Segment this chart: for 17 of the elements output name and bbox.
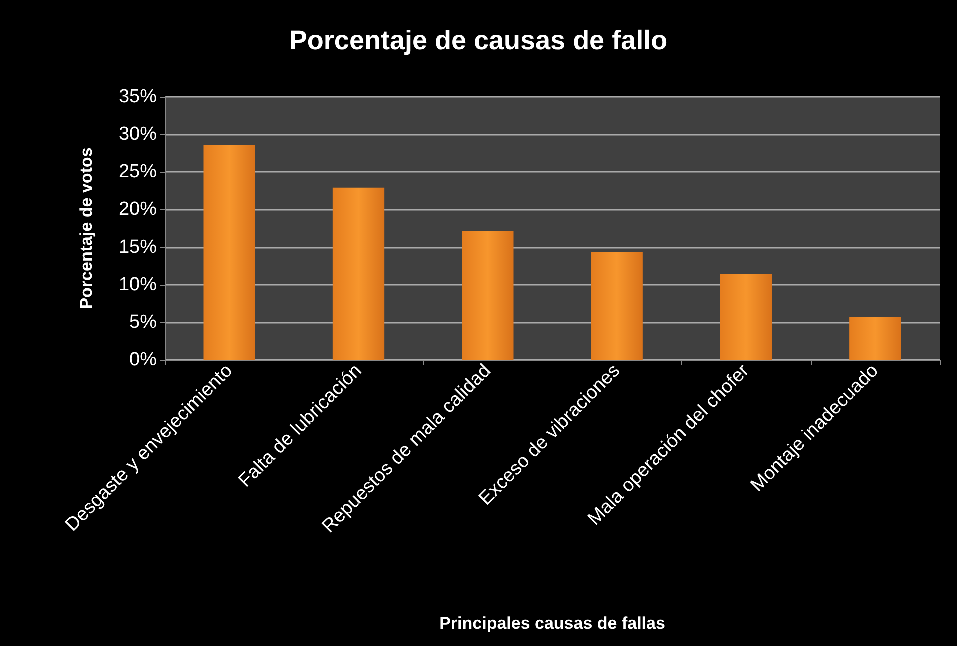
bar: [462, 232, 514, 360]
bar: [850, 317, 902, 360]
y-axis-title: Porcentaje de votos: [77, 148, 96, 310]
x-axis-title: Principales causas de fallas: [440, 614, 666, 633]
bar: [720, 274, 772, 360]
y-tick-label: 30%: [118, 124, 158, 146]
chart-title: Porcentaje de causas de fallo: [289, 26, 668, 56]
bar: [204, 145, 256, 360]
y-tick-label: 0%: [130, 350, 158, 370]
y-tick-label: 10%: [118, 274, 158, 296]
y-tick-label: 25%: [118, 162, 158, 183]
bar: [591, 252, 643, 360]
bar: [332, 188, 385, 360]
y-tick-label: 20%: [118, 199, 158, 220]
y-tick-label: 5%: [130, 312, 158, 333]
y-tick-label: 15%: [118, 236, 158, 258]
y-tick-label: 35%: [118, 86, 158, 108]
